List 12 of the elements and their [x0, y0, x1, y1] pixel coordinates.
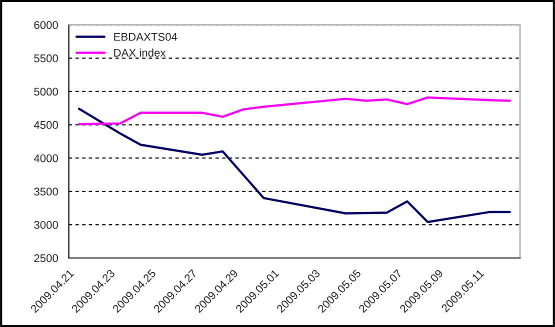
y-tick-label: 4500 [34, 121, 58, 129]
y-tick-label: 3500 [34, 188, 58, 196]
y-tick-label: 5500 [34, 54, 58, 62]
y-tick-label: 3000 [34, 220, 58, 229]
y-tick-label: 6000 [34, 21, 58, 29]
y-tick-label: 5000 [34, 88, 58, 96]
line-series [78, 96, 511, 126]
legend-label: EBDAXTS04 [114, 32, 178, 41]
legend-label: DAX index [114, 48, 166, 57]
y-tick-label: 4000 [34, 154, 58, 162]
y-tick-label: 2500 [34, 254, 58, 262]
line-series [78, 108, 511, 224]
